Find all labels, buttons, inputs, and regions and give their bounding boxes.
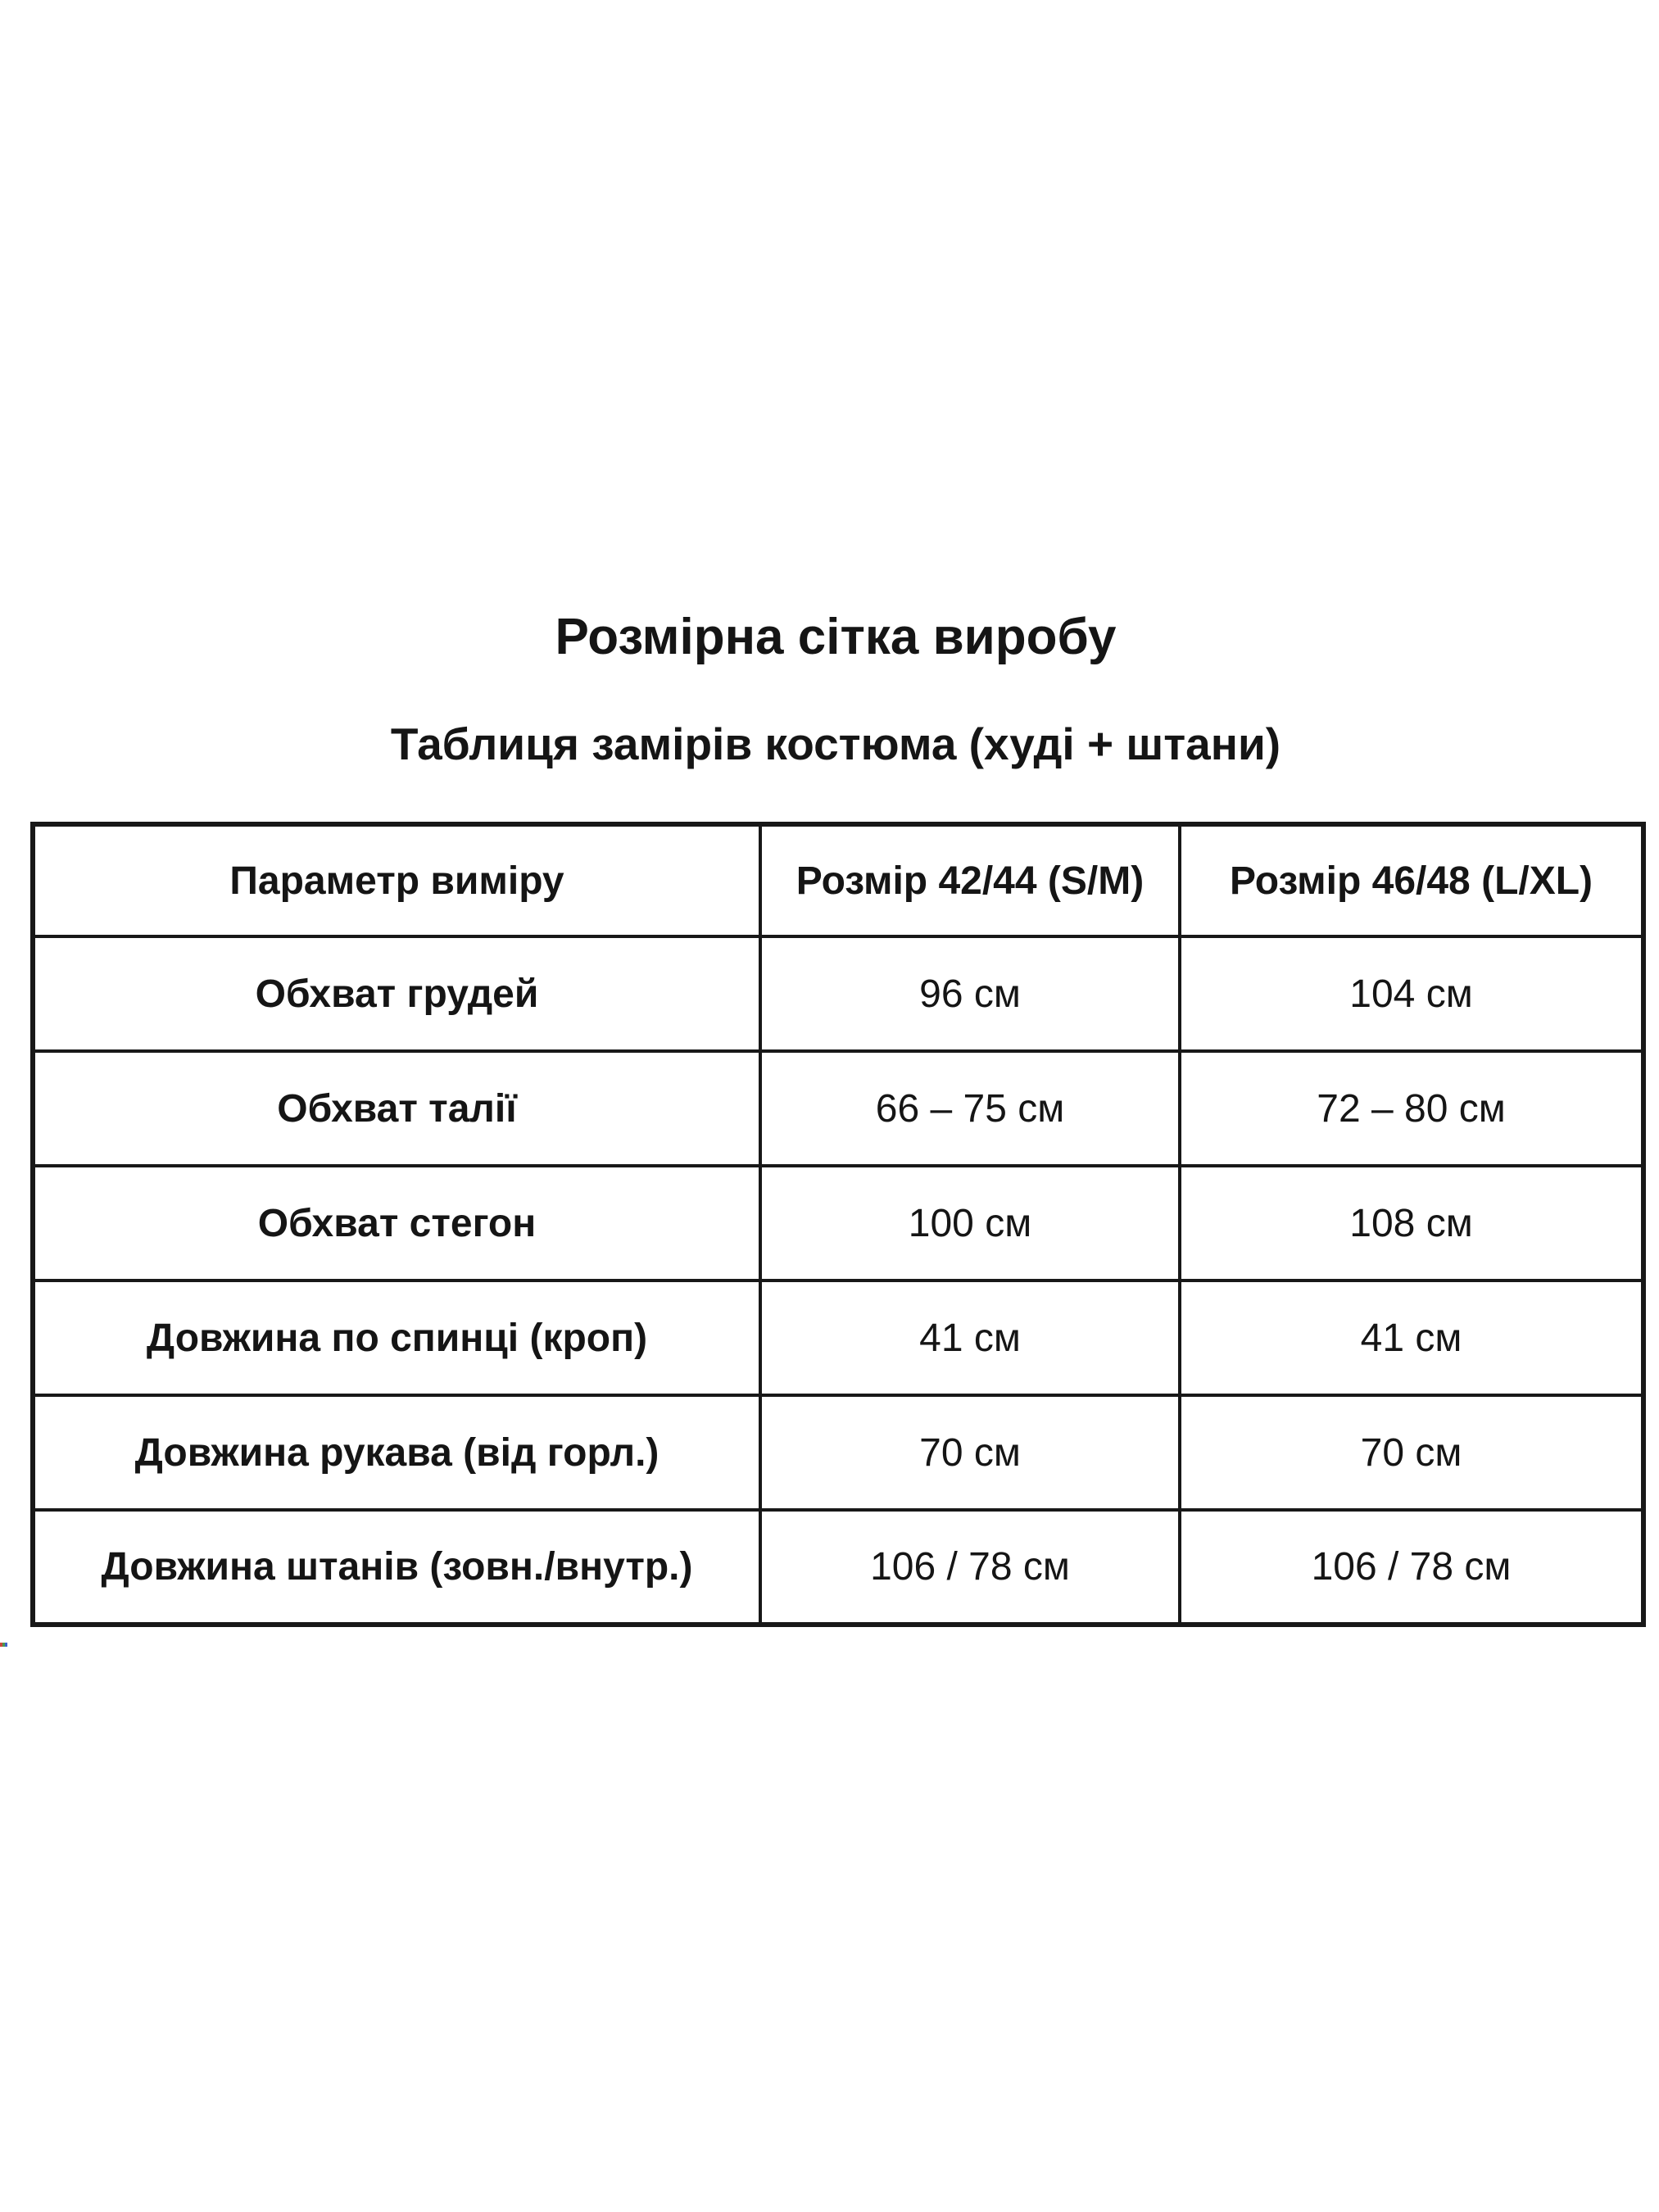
value-size-lxl: 106 / 78 см [1178,1508,1645,1626]
column-header-size-sm: Розмір 42/44 (S/M) [759,823,1181,938]
value-size-lxl: 108 см [1178,1164,1645,1282]
column-header-parameter: Параметр виміру [31,823,762,938]
size-table: Параметр виміру Розмір 42/44 (S/M) Розмі… [30,822,1646,1627]
value-size-sm: 70 см [759,1394,1181,1512]
value-size-sm: 96 см [759,935,1181,1053]
table-header-row: Параметр виміру Розмір 42/44 (S/M) Розмі… [31,823,1645,938]
table-caption: Таблиця замірів костюма (худі + штани) [390,718,1281,769]
page-title: Розмірна сітка виробу [555,609,1117,665]
value-size-sm: 100 см [759,1164,1181,1282]
scan-artifact-dot [0,1643,2,1647]
parameter-name: Обхват талії [31,1049,762,1167]
scan-artifact [0,1643,7,1647]
table-row: Довжина по спинці (кроп) 41 см 41 см [31,1279,1645,1397]
table-row: Обхват талії 66 – 75 см 72 – 80 см [31,1049,1645,1167]
scan-artifact-dot [2,1643,5,1647]
parameter-name: Довжина рукава (від горл.) [31,1394,762,1512]
column-header-size-lxl: Розмір 46/48 (L/XL) [1178,823,1645,938]
value-size-sm: 41 см [759,1279,1181,1397]
parameter-name: Довжина штанів (зовн./внутр.) [31,1508,762,1626]
value-size-lxl: 41 см [1178,1279,1645,1397]
table-row: Довжина рукава (від горл.) 70 см 70 см [31,1394,1645,1512]
scan-artifact-dot [5,1643,7,1647]
table-row: Довжина штанів (зовн./внутр.) 106 / 78 с… [31,1508,1645,1626]
value-size-lxl: 72 – 80 см [1178,1049,1645,1167]
value-size-sm: 106 / 78 см [759,1508,1181,1626]
value-size-lxl: 70 см [1178,1394,1645,1512]
value-size-sm: 66 – 75 см [759,1049,1181,1167]
parameter-name: Обхват стегон [31,1164,762,1282]
parameter-name: Обхват грудей [31,935,762,1053]
parameter-name: Довжина по спинці (кроп) [31,1279,762,1397]
value-size-lxl: 104 см [1178,935,1645,1053]
table-row: Обхват грудей 96 см 104 см [31,935,1645,1053]
table-row: Обхват стегон 100 см 108 см [31,1164,1645,1282]
